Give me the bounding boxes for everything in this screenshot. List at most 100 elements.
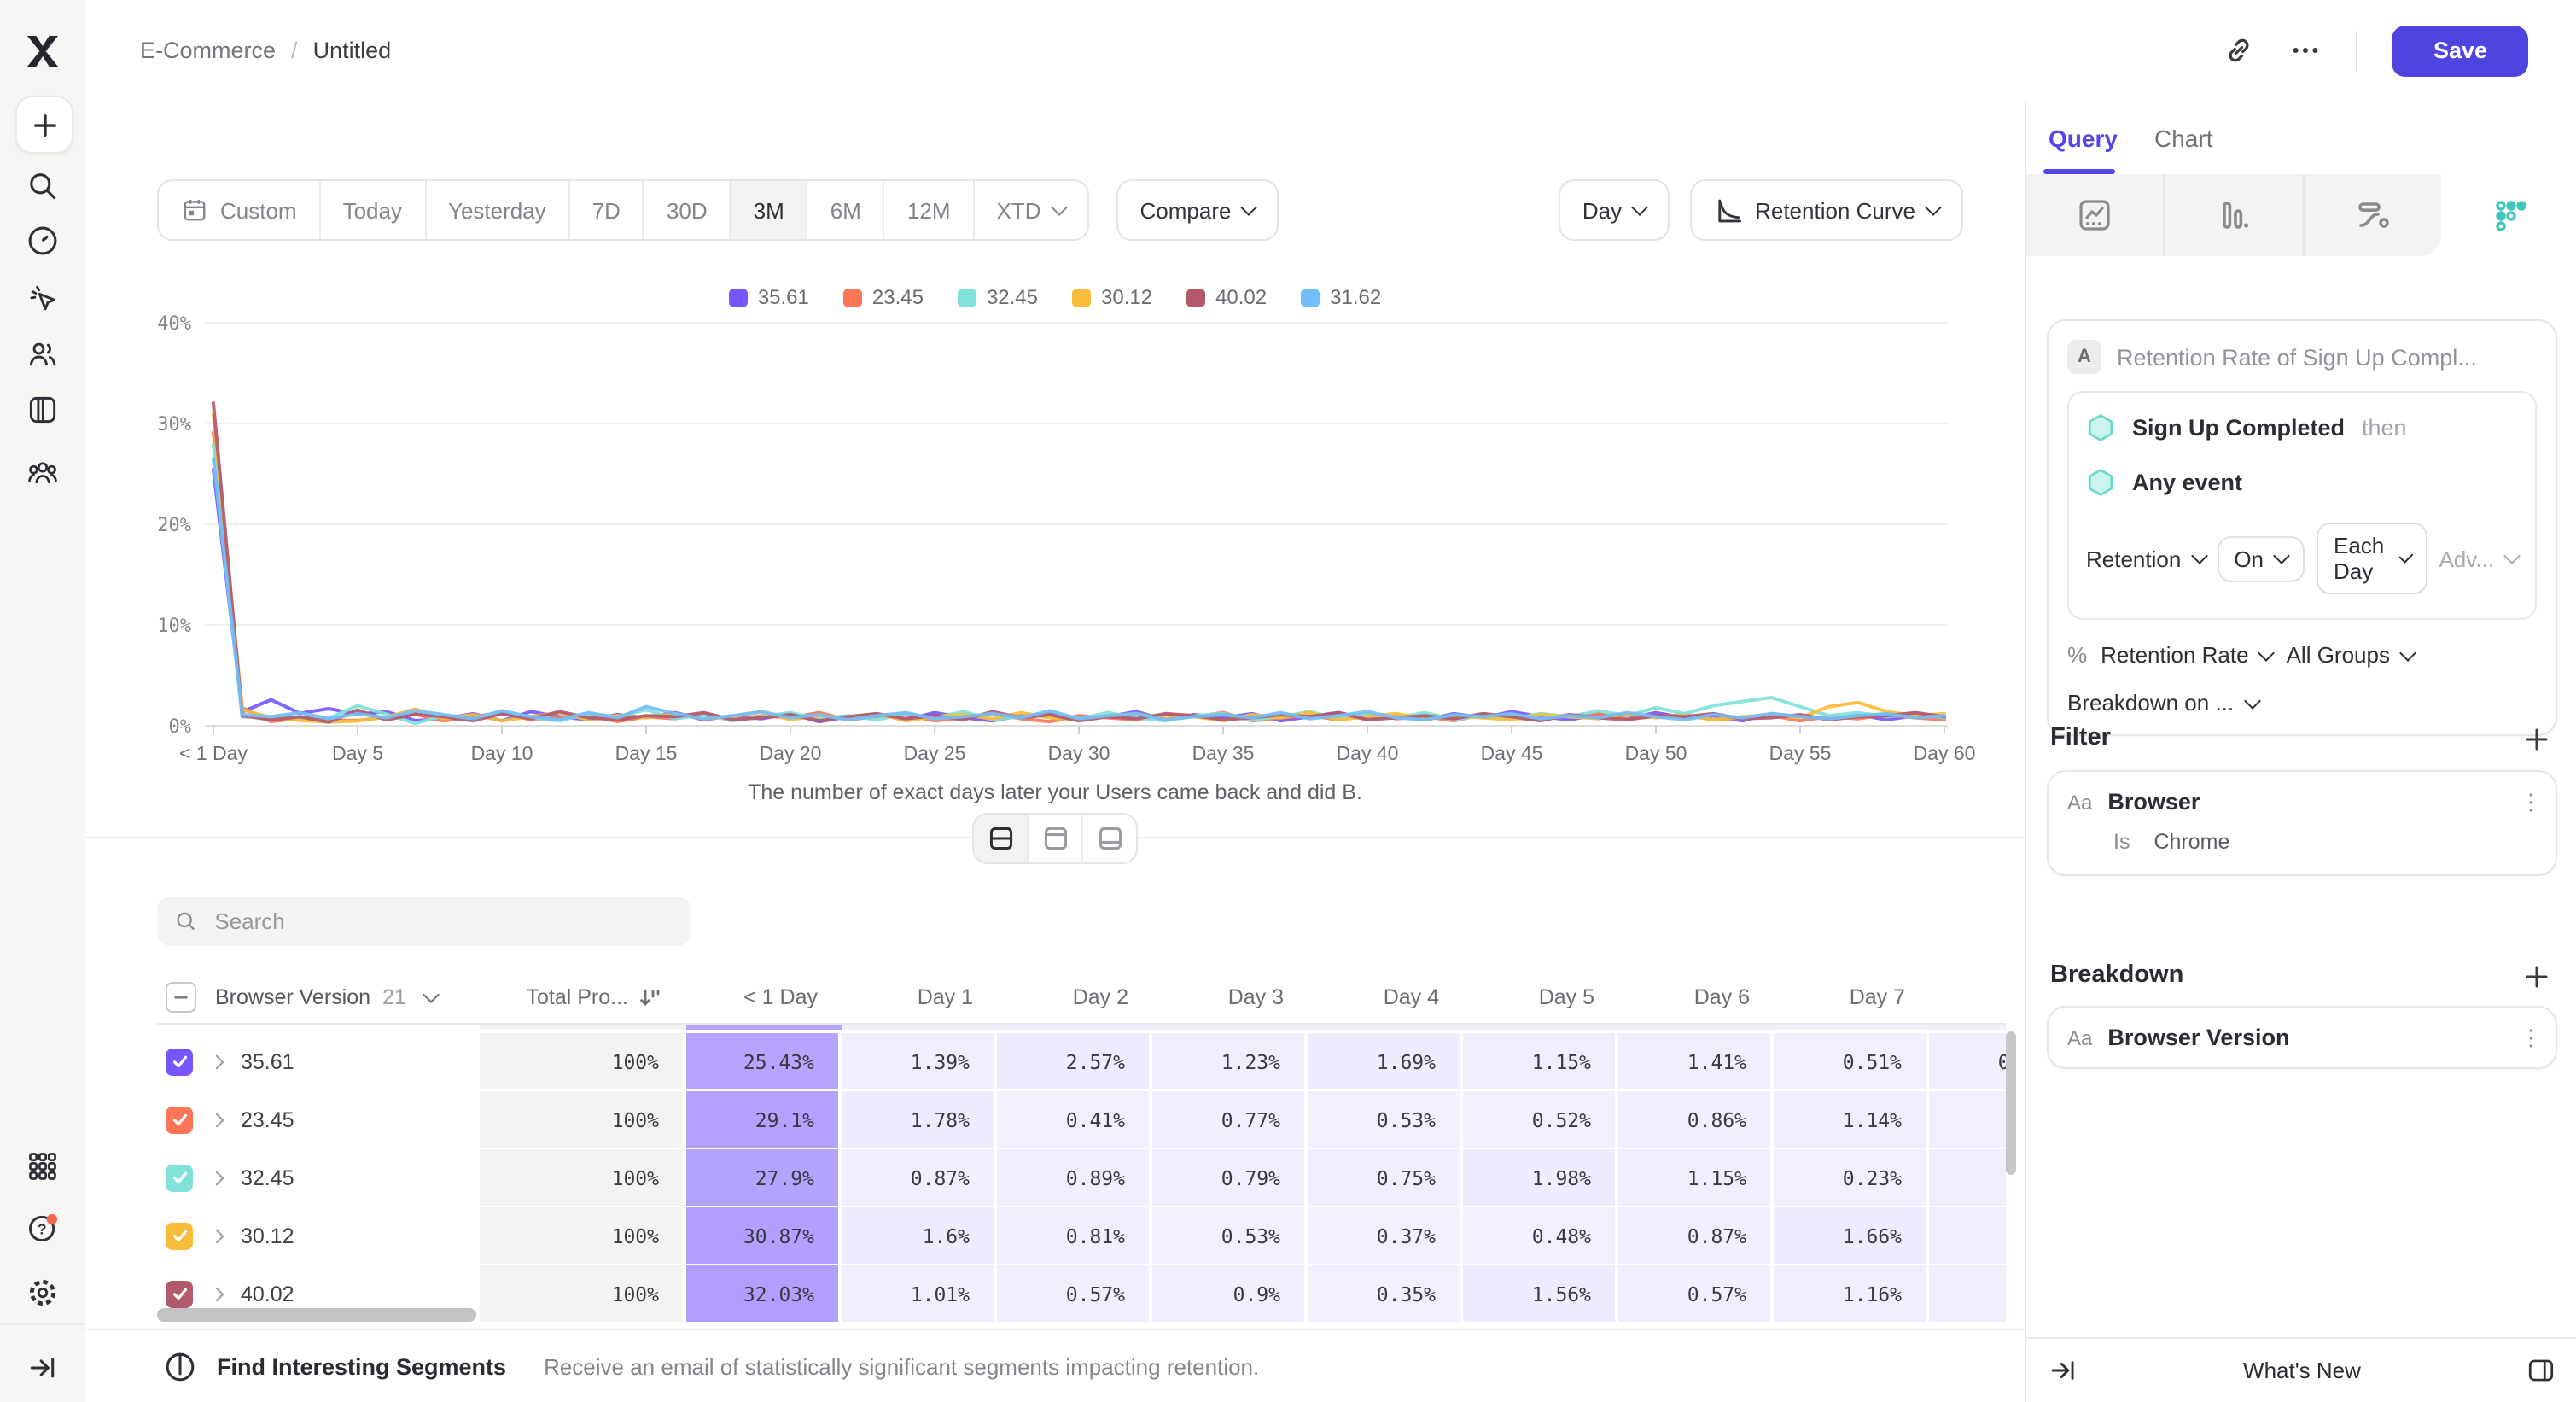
day-column-header[interactable]: Day 7: [1774, 970, 1929, 1025]
search-input[interactable]: [211, 907, 674, 936]
compare-button[interactable]: Compare: [1116, 179, 1279, 241]
save-button[interactable]: Save: [2392, 25, 2528, 76]
row-label[interactable]: 40.02: [241, 1282, 294, 1306]
collapse-panel-icon[interactable]: [2049, 1356, 2078, 1385]
report-type-insights[interactable]: [2026, 174, 2165, 256]
day-column-header[interactable]: Day 5: [1463, 970, 1618, 1025]
mixpanel-logo-icon[interactable]: [22, 31, 63, 72]
day-column-header[interactable]: < 1 Day: [686, 970, 842, 1025]
advanced-dropdown[interactable]: Adv...: [2439, 546, 2521, 571]
day-column-header[interactable]: Day 2: [997, 970, 1152, 1025]
whats-new-link[interactable]: What's New: [2243, 1358, 2361, 1383]
day-column-header[interactable]: Day 1: [842, 970, 997, 1025]
report-type-funnels[interactable]: [2165, 174, 2304, 256]
retention-cell: 0.81%: [997, 1207, 1152, 1265]
row-label[interactable]: 30.12: [241, 1224, 294, 1247]
legend-item[interactable]: 32.45: [957, 285, 1038, 309]
discover-compass-icon[interactable]: [26, 224, 60, 258]
filter-card[interactable]: Aa Browser ⋮ Is Chrome: [2047, 770, 2557, 876]
events-cursor-icon[interactable]: [26, 280, 60, 314]
select-all-checkbox[interactable]: [166, 981, 196, 1012]
day-column-header[interactable]: Day 3: [1152, 970, 1308, 1025]
each-day-dropdown[interactable]: Each Day: [2317, 523, 2427, 594]
layout-chart-toggle[interactable]: [1029, 815, 1083, 862]
date-range-30d[interactable]: 30D: [644, 181, 731, 239]
filter-kebab-menu[interactable]: ⋮: [2520, 789, 2542, 815]
create-new-button[interactable]: [15, 96, 73, 154]
copy-link-icon[interactable]: [2223, 34, 2256, 67]
row-checkbox[interactable]: [166, 1280, 193, 1307]
date-range-today[interactable]: Today: [321, 181, 426, 239]
chevron-right-icon[interactable]: [209, 1286, 224, 1301]
row-label[interactable]: 35.61: [241, 1049, 294, 1073]
chevron-right-icon[interactable]: [209, 1054, 224, 1069]
day-column-header[interactable]: Day 4: [1308, 970, 1463, 1025]
table-search[interactable]: [157, 897, 691, 946]
retention-type-dropdown[interactable]: Retention: [2086, 546, 2208, 571]
query-title[interactable]: Retention Rate of Sign Up Compl...: [2117, 344, 2477, 370]
search-nav-icon[interactable]: [26, 169, 60, 203]
legend-item[interactable]: 30.12: [1072, 285, 1152, 309]
filter-value[interactable]: Chrome: [2153, 830, 2230, 854]
group-header-cell[interactable]: Browser Version 21: [157, 970, 480, 1025]
date-range-12m[interactable]: 12M: [885, 181, 975, 239]
row-checkbox[interactable]: [166, 1048, 193, 1075]
legend-item[interactable]: 31.62: [1301, 285, 1381, 309]
table-vertical-scrollbar[interactable]: [2006, 1031, 2016, 1175]
on-dropdown[interactable]: On: [2217, 535, 2305, 581]
settings-gear-icon[interactable]: [26, 1276, 60, 1310]
add-breakdown-button[interactable]: [2523, 963, 2550, 990]
legend-item[interactable]: 35.61: [728, 285, 809, 309]
date-range-6m[interactable]: 6M: [808, 181, 885, 239]
total-column-header[interactable]: Total Pro...: [480, 970, 686, 1025]
chevron-right-icon[interactable]: [209, 1112, 224, 1127]
breakdown-card[interactable]: Aa Browser Version ⋮: [2047, 1006, 2557, 1069]
breadcrumb-project[interactable]: E-Commerce: [140, 38, 277, 63]
users-icon[interactable]: [26, 336, 60, 371]
layout-split-toggle[interactable]: [974, 815, 1029, 862]
report-type-retention-active[interactable]: [2440, 174, 2576, 256]
date-range-yesterday[interactable]: Yesterday: [426, 181, 570, 239]
report-type-flows[interactable]: [2304, 174, 2441, 256]
expand-sidebar-icon[interactable]: [27, 1352, 58, 1383]
date-range-7d[interactable]: 7D: [570, 181, 644, 239]
filter-operator[interactable]: Is: [2113, 830, 2130, 854]
chevron-right-icon[interactable]: [209, 1228, 224, 1243]
breadcrumb-report-title[interactable]: Untitled: [312, 38, 392, 63]
date-range-xtd[interactable]: XTD: [975, 181, 1087, 239]
boards-icon[interactable]: [26, 393, 60, 427]
help-icon[interactable]: ?: [26, 1211, 60, 1245]
panel-layout-icon[interactable]: [2526, 1356, 2556, 1385]
tab-query[interactable]: Query: [2049, 124, 2118, 151]
event-step-a[interactable]: Sign Up Completed then: [2086, 413, 2518, 442]
granularity-button[interactable]: Day: [1558, 179, 1670, 241]
groups-dropdown[interactable]: All Groups: [2287, 642, 2416, 668]
measure-dropdown[interactable]: Retention Rate: [2101, 642, 2276, 668]
date-range-custom[interactable]: Custom: [159, 181, 321, 239]
row-checkbox[interactable]: [166, 1222, 193, 1249]
row-control-cell: 35.61: [157, 1033, 480, 1091]
day-column-header[interactable]: Day 6: [1618, 970, 1774, 1025]
chevron-right-icon[interactable]: [209, 1170, 224, 1185]
breakdown-on-dropdown[interactable]: Breakdown on ...: [2067, 690, 2261, 716]
tab-chart[interactable]: Chart: [2154, 124, 2213, 151]
more-options-icon[interactable]: [2290, 34, 2322, 67]
cohorts-icon[interactable]: [26, 454, 60, 488]
interesting-segments-bar[interactable]: Find Interesting Segments Receive an ema…: [85, 1329, 2025, 1402]
row-label[interactable]: 23.45: [241, 1107, 294, 1131]
legend-item[interactable]: 23.45: [842, 285, 924, 309]
row-label[interactable]: 32.45: [241, 1165, 294, 1189]
event-step-b[interactable]: Any event: [2086, 468, 2518, 497]
date-range-3m[interactable]: 3M: [731, 181, 808, 239]
table-horizontal-scrollbar[interactable]: [157, 1308, 476, 1322]
breakdown-kebab-menu[interactable]: ⋮: [2520, 1025, 2542, 1050]
day-column-header[interactable]: Day 8: [1929, 970, 2006, 1025]
add-filter-button[interactable]: [2523, 726, 2550, 753]
chevron-down-icon: [1925, 199, 1942, 216]
legend-item[interactable]: 40.02: [1186, 285, 1267, 309]
chart-type-button[interactable]: Retention Curve: [1690, 179, 1963, 241]
apps-grid-icon[interactable]: [26, 1149, 60, 1183]
row-checkbox[interactable]: [166, 1164, 193, 1191]
layout-table-toggle[interactable]: [1083, 815, 1136, 862]
row-checkbox[interactable]: [166, 1106, 193, 1133]
